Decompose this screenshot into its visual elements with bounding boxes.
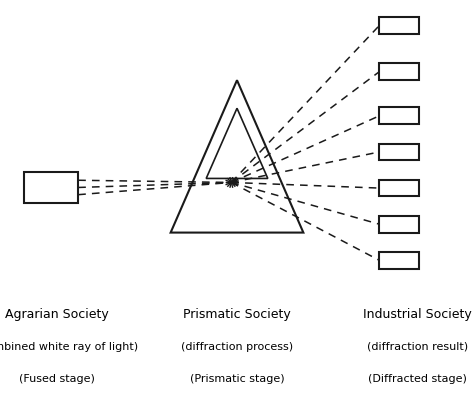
Bar <box>379 63 419 80</box>
Text: (combined white ray of light): (combined white ray of light) <box>0 342 138 352</box>
Text: (diffraction result): (diffraction result) <box>366 342 468 352</box>
Text: (Diffracted stage): (Diffracted stage) <box>368 374 466 384</box>
Bar <box>379 216 419 233</box>
Text: Agrarian Society: Agrarian Society <box>5 308 109 321</box>
Text: (Prismatic stage): (Prismatic stage) <box>190 374 284 384</box>
Bar <box>379 144 419 160</box>
Text: (diffraction process): (diffraction process) <box>181 342 293 352</box>
Bar <box>24 172 78 203</box>
Bar <box>379 107 419 124</box>
Bar <box>379 180 419 196</box>
Bar <box>379 252 419 269</box>
Text: (Fused stage): (Fused stage) <box>19 374 95 384</box>
Bar <box>379 17 419 34</box>
Text: Prismatic Society: Prismatic Society <box>183 308 291 321</box>
Text: Industrial Society: Industrial Society <box>363 308 472 321</box>
